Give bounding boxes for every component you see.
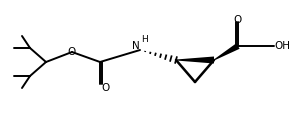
Text: O: O: [68, 47, 76, 57]
Polygon shape: [176, 57, 214, 63]
Text: H: H: [141, 36, 147, 44]
Text: O: O: [234, 15, 242, 25]
Text: O: O: [101, 83, 109, 93]
Text: N: N: [132, 41, 140, 51]
Polygon shape: [214, 43, 240, 60]
Text: OH: OH: [274, 41, 290, 51]
